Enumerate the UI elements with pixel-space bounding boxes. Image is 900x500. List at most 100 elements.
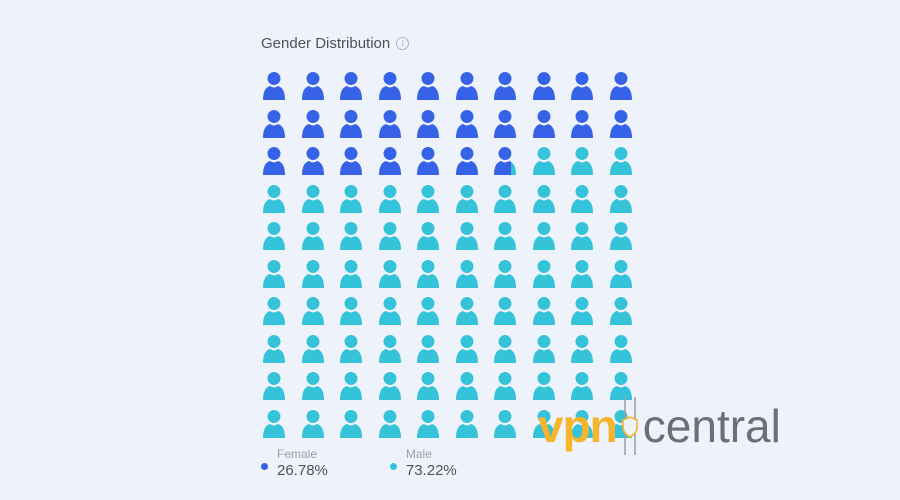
person-icon <box>340 222 362 250</box>
person-icon <box>378 372 401 400</box>
person-icon <box>609 259 632 288</box>
person-icon <box>571 72 593 100</box>
pictogram-cell <box>338 370 377 408</box>
pictogram-cell <box>377 183 416 221</box>
pictogram-cell <box>338 295 377 333</box>
pictogram-cell <box>338 408 377 446</box>
pictogram-cell <box>531 370 570 408</box>
pictogram-cell <box>415 333 454 371</box>
pictogram-cell <box>300 370 339 408</box>
pictogram-cell <box>531 408 570 446</box>
pictogram-cell <box>492 70 531 108</box>
pictogram-cell <box>377 258 416 296</box>
pictogram-cell <box>492 108 531 146</box>
chart-title: Gender Distribution i <box>261 35 410 52</box>
pictogram-cell <box>531 183 570 221</box>
pictogram-cell <box>377 370 416 408</box>
pictogram-cell <box>454 145 493 183</box>
person-icon <box>301 372 324 400</box>
person-icon <box>571 222 593 250</box>
person-icon <box>571 109 593 138</box>
person-icon <box>340 334 362 363</box>
person-icon <box>301 222 324 250</box>
pictogram-cell <box>415 108 454 146</box>
pictogram-cell <box>377 70 416 108</box>
person-icon <box>378 72 401 100</box>
pictogram-cell <box>261 70 300 108</box>
person-icon <box>378 259 401 288</box>
person-icon <box>340 409 362 438</box>
pictogram-cell <box>608 220 647 258</box>
pictogram-cell <box>377 333 416 371</box>
info-icon[interactable]: i <box>396 37 410 50</box>
pictogram-cell <box>608 333 647 371</box>
legend-item-male: Male 73.22% <box>389 447 457 481</box>
pictogram-cell <box>300 70 339 108</box>
person-icon <box>378 109 401 138</box>
person-icon <box>301 184 324 213</box>
person-icon <box>340 372 362 400</box>
pictogram-cell <box>338 220 377 258</box>
pictogram-cell <box>569 145 608 183</box>
pictogram-cell <box>300 295 339 333</box>
person-icon <box>609 147 632 175</box>
person-icon <box>532 72 555 100</box>
pictogram-cell <box>415 183 454 221</box>
pictogram-cell <box>415 295 454 333</box>
chart-title-text: Gender Distribution <box>261 35 391 52</box>
person-icon <box>494 184 516 213</box>
pictogram-cell <box>608 295 647 333</box>
person-icon <box>532 222 555 250</box>
pictogram-cell <box>415 408 454 446</box>
legend-item-female: Female 26.78% <box>261 447 328 481</box>
pictogram-cell <box>300 145 339 183</box>
person-icon <box>532 259 555 288</box>
pictogram-cell <box>608 108 647 146</box>
person-icon <box>571 147 593 175</box>
person-icon <box>455 372 478 400</box>
pictogram-cell <box>261 220 300 258</box>
pictogram-cell <box>569 370 608 408</box>
pictogram-cell <box>300 408 339 446</box>
pictogram-cell <box>300 108 339 146</box>
person-icon <box>301 297 324 325</box>
person-icon <box>378 184 401 213</box>
person-icon <box>378 334 401 363</box>
pictogram-cell <box>261 408 300 446</box>
person-icon <box>532 147 555 175</box>
person-icon <box>340 109 362 138</box>
female-dot-icon <box>261 463 268 470</box>
legend-value: 26.78% <box>277 462 328 479</box>
pictogram-cell <box>569 258 608 296</box>
pictogram-cell <box>454 70 493 108</box>
pictogram-cell <box>531 333 570 371</box>
pictogram-cell <box>454 408 493 446</box>
pictogram-cell <box>377 108 416 146</box>
person-icon <box>609 334 632 363</box>
pictogram-cell <box>569 295 608 333</box>
person-icon <box>609 184 632 213</box>
pictogram-cell <box>261 333 300 371</box>
person-icon <box>301 409 324 438</box>
person-icon <box>571 259 593 288</box>
person-icon <box>532 409 555 438</box>
person-icon <box>609 72 632 100</box>
person-icon <box>571 297 593 325</box>
shield-icon <box>621 397 638 455</box>
pictogram-cell <box>338 108 377 146</box>
person-icon <box>532 372 555 400</box>
pictogram-cell <box>300 183 339 221</box>
person-icon <box>417 184 439 213</box>
pictogram-cell <box>608 183 647 221</box>
person-icon <box>417 109 439 138</box>
person-icon <box>263 259 285 288</box>
pictogram-cell <box>377 220 416 258</box>
person-icon <box>455 334 478 363</box>
person-icon <box>417 334 439 363</box>
person-icon <box>571 184 593 213</box>
pictogram-cell <box>492 370 531 408</box>
person-icon <box>378 409 401 438</box>
person-icon <box>455 222 478 250</box>
pictogram-cell <box>492 408 531 446</box>
legend: Female 26.78% Male 73.22% <box>261 447 457 481</box>
